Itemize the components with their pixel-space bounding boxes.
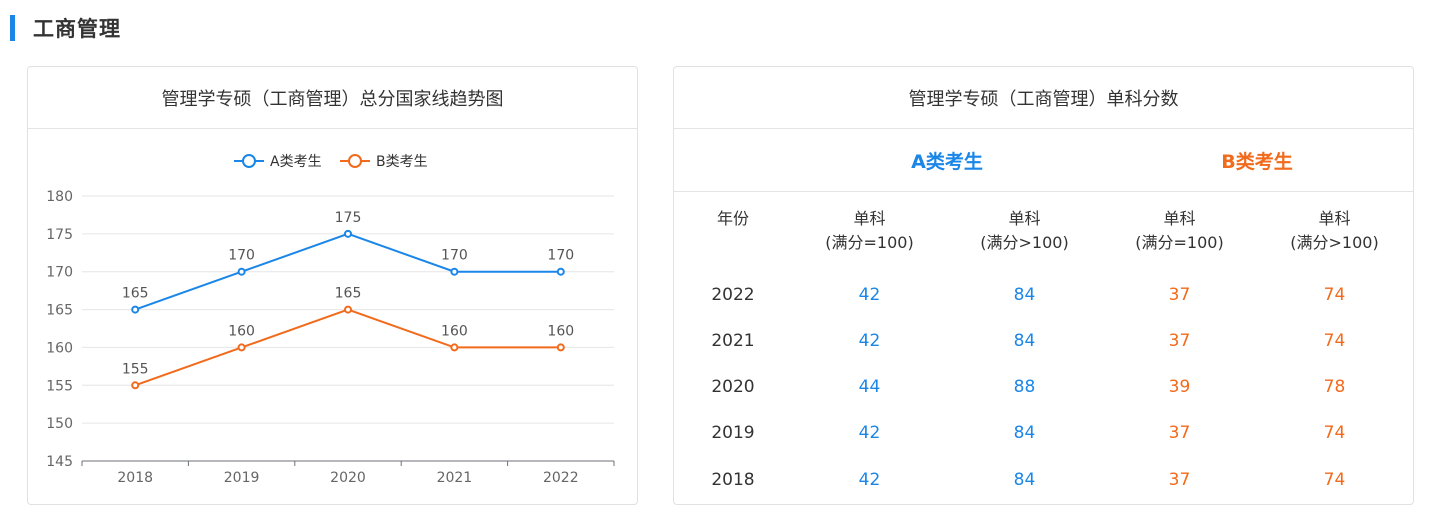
col-head-a1: 单科 (满分=100) bbox=[825, 209, 914, 252]
cell-b1: 39 bbox=[1168, 377, 1191, 397]
data-point bbox=[556, 267, 565, 276]
table-row: 2018 42 84 37 74 bbox=[674, 465, 1415, 495]
cell-a2: 88 bbox=[1013, 377, 1036, 397]
data-point bbox=[450, 267, 459, 276]
table-row: 2022 42 84 37 74 bbox=[674, 280, 1415, 310]
cell-a1: 42 bbox=[858, 470, 881, 490]
data-label: 170 bbox=[228, 248, 255, 264]
data-point bbox=[237, 267, 246, 276]
group-b-label: B类考生 bbox=[1221, 151, 1293, 173]
cell-b2: 74 bbox=[1323, 285, 1346, 305]
y-tick-label: 160 bbox=[46, 340, 73, 356]
cell-b2: 74 bbox=[1323, 470, 1346, 490]
data-label: 160 bbox=[441, 323, 468, 339]
y-tick-label: 150 bbox=[46, 416, 73, 432]
cell-b2: 74 bbox=[1323, 423, 1346, 443]
cell-a1: 44 bbox=[858, 377, 881, 397]
y-tick-label: 180 bbox=[46, 189, 73, 205]
x-tick-label: 2018 bbox=[117, 470, 153, 486]
cell-b1: 37 bbox=[1168, 331, 1191, 351]
cell-b2: 78 bbox=[1323, 377, 1346, 397]
y-tick-label: 170 bbox=[46, 265, 73, 281]
data-point bbox=[344, 305, 352, 314]
y-tick-label: 165 bbox=[46, 303, 73, 319]
cell-a1: 42 bbox=[858, 331, 881, 351]
y-tick-label: 155 bbox=[46, 378, 73, 394]
cell-year: 2022 bbox=[711, 285, 755, 305]
x-tick-label: 2022 bbox=[543, 470, 579, 486]
legend-marker bbox=[242, 154, 256, 168]
cell-b2: 74 bbox=[1323, 331, 1346, 351]
data-point bbox=[131, 305, 140, 314]
cell-a1: 42 bbox=[858, 423, 881, 443]
data-label: 160 bbox=[547, 323, 574, 339]
x-tick-label: 2021 bbox=[437, 470, 473, 486]
table-row: 2019 42 84 37 74 bbox=[674, 418, 1415, 448]
data-label: 175 bbox=[335, 210, 362, 226]
data-label: 165 bbox=[122, 286, 149, 302]
y-tick-label: 175 bbox=[46, 227, 73, 243]
x-tick-label: 2019 bbox=[224, 470, 260, 486]
section-title: 工商管理 bbox=[33, 17, 121, 41]
trend-chart-card: 管理学专硕（工商管理）总分国家线趋势图 145 150 155 160 165 170 17… bbox=[27, 66, 638, 505]
table-row: 2020 44 88 39 78 bbox=[674, 372, 1415, 402]
data-label: 160 bbox=[228, 323, 255, 339]
data-point bbox=[131, 381, 140, 390]
data-label: 170 bbox=[441, 248, 468, 264]
legend-marker bbox=[348, 154, 362, 168]
group-header-row: A类考生 B类考生 bbox=[674, 129, 1413, 192]
cell-year: 2019 bbox=[711, 423, 755, 443]
data-point bbox=[237, 343, 246, 352]
section-header: 工商管理 bbox=[10, 14, 121, 42]
col-head-year: 年份 bbox=[716, 209, 749, 228]
data-point bbox=[450, 343, 459, 352]
table-row: 2021 42 84 37 74 bbox=[674, 326, 1415, 356]
cell-year: 2020 bbox=[711, 377, 755, 397]
legend-label: A类考生 bbox=[270, 154, 322, 170]
cell-year: 2018 bbox=[711, 470, 755, 490]
col-head-b1: 单科 (满分=100) bbox=[1135, 209, 1224, 252]
cell-b1: 37 bbox=[1168, 285, 1191, 305]
cell-a2: 84 bbox=[1013, 470, 1036, 490]
data-point bbox=[556, 343, 565, 352]
group-a-label: A类考生 bbox=[911, 151, 983, 173]
cell-a2: 84 bbox=[1013, 423, 1036, 443]
cell-year: 2021 bbox=[711, 331, 755, 351]
data-label: 165 bbox=[335, 286, 362, 302]
line-chart: 145 150 155 160 165 170 175 180 2018 2019 2020 2021… bbox=[46, 154, 615, 486]
col-head-a2: 单科 (满分>100) bbox=[980, 209, 1069, 252]
x-tick-label: 2020 bbox=[330, 470, 366, 486]
cell-a1: 42 bbox=[858, 285, 881, 305]
single-subject-card: 管理学专硕（工商管理）单科分数 A类考生 B类考生 年份 单科 (满分=100)… bbox=[673, 66, 1414, 505]
cell-a2: 84 bbox=[1013, 331, 1036, 351]
cell-a2: 84 bbox=[1013, 285, 1036, 305]
legend-label: B类考生 bbox=[376, 154, 428, 170]
table-card-title: 管理学专硕（工商管理）单科分数 bbox=[674, 67, 1413, 129]
data-point bbox=[344, 229, 352, 238]
chart-card-title: 管理学专硕（工商管理）总分国家线趋势图 bbox=[28, 67, 637, 129]
y-tick-label: 145 bbox=[46, 454, 73, 470]
section-accent-bar bbox=[10, 15, 15, 41]
data-label: 155 bbox=[122, 361, 149, 377]
cell-b1: 37 bbox=[1168, 470, 1191, 490]
col-head-b2: 单科 (满分>100) bbox=[1290, 209, 1379, 252]
cell-b1: 37 bbox=[1168, 423, 1191, 443]
data-label: 170 bbox=[547, 248, 574, 264]
